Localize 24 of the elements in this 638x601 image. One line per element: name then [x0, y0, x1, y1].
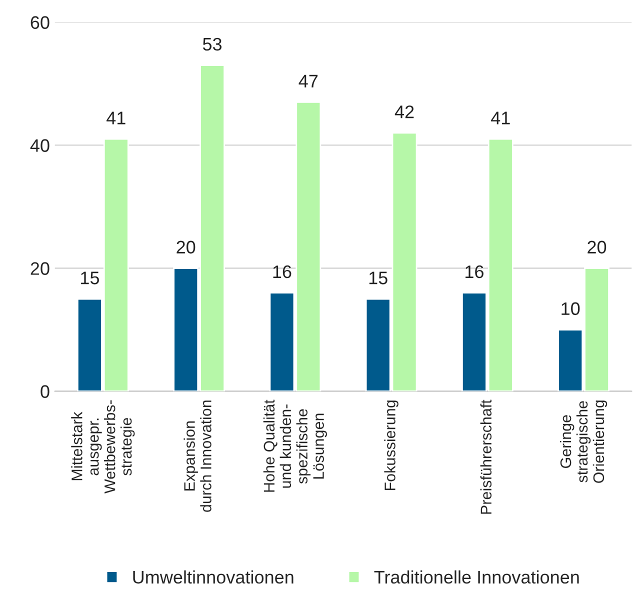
data-label: 15	[81, 272, 99, 284]
data-label: 42	[394, 105, 414, 118]
data-label: 53	[202, 38, 222, 51]
data-label: 41	[106, 112, 126, 124]
x-tick-label: Preisführerschaft	[480, 400, 492, 514]
data-label: 10	[562, 302, 580, 316]
y-tick-label: 0	[40, 385, 50, 398]
legend-label: Traditionelle Innovationen	[374, 570, 579, 584]
y-tick-label: 60	[30, 16, 50, 29]
data-label: 41	[491, 112, 510, 124]
data-label: 20	[588, 240, 606, 254]
y-tick-label: 20	[30, 262, 50, 275]
x-tick-label: Mittelstark ausgepr. Wettbewerbs- strategie	[71, 400, 135, 494]
x-tick-label: Hohe Qualität und kunden- spezifische Lösungen	[263, 400, 327, 492]
x-tick-label: Fokussierung	[384, 400, 398, 490]
y-tick-label: 40	[30, 139, 50, 152]
x-tick-label: Geringe strategische Orientierung	[560, 400, 608, 483]
data-label: 15	[369, 272, 388, 284]
data-label: 16	[273, 265, 292, 278]
data-label: 16	[466, 265, 484, 278]
x-tick-label: Expansion durch Innovation	[184, 400, 212, 512]
data-label: 20	[176, 240, 196, 254]
legend-label: Umweltinnovationen	[133, 570, 294, 584]
data-label: 47	[298, 74, 318, 88]
